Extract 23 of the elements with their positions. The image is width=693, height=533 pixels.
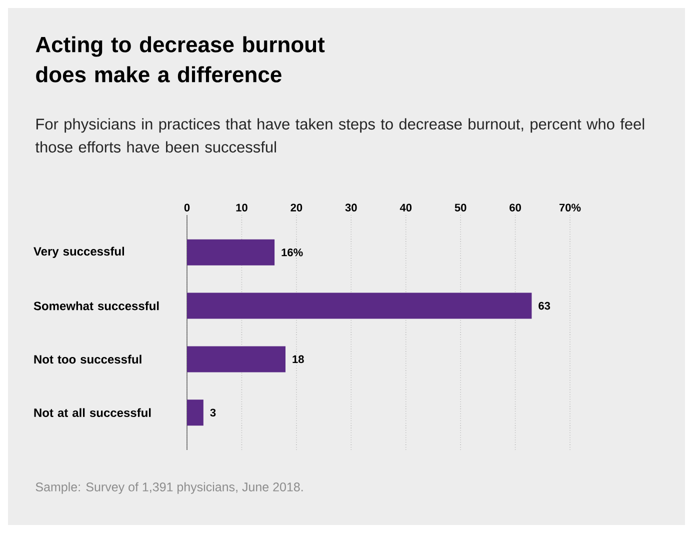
chart-title: Acting to decrease burnout does make a difference <box>36 36 325 82</box>
bar <box>187 400 204 426</box>
bar <box>187 239 275 266</box>
x-tick-label: 40 <box>400 204 412 212</box>
x-tick-label: 60 <box>510 204 521 212</box>
y-tick-label: Very successful <box>34 246 124 258</box>
data-label: 16% <box>282 248 303 256</box>
y-tick-label: Somewhat successful <box>34 301 159 310</box>
text: Sample: Survey of 1,391 physicians, June 2018. <box>36 482 303 494</box>
x-tick-label: 70% <box>559 204 581 212</box>
bar <box>187 292 532 319</box>
bar <box>187 346 286 372</box>
data-label: 18 <box>292 355 304 364</box>
y-tick-label: Not too successful <box>34 354 142 364</box>
y-tick-label: Not at all successful <box>34 408 151 418</box>
x-tick-label: 20 <box>290 204 302 212</box>
x-tick-label: 30 <box>345 204 357 212</box>
data-label: 3 <box>210 408 216 417</box>
chart-subtitle: For physicians in practices that have taken steps to decrease burnout, percent who feel those efforts have been successful <box>35 118 644 153</box>
data-label: 63 <box>538 302 550 310</box>
x-tick-label: 0 <box>184 204 190 212</box>
x-tick-label: 10 <box>236 204 248 212</box>
x-tick-label: 50 <box>454 204 466 212</box>
